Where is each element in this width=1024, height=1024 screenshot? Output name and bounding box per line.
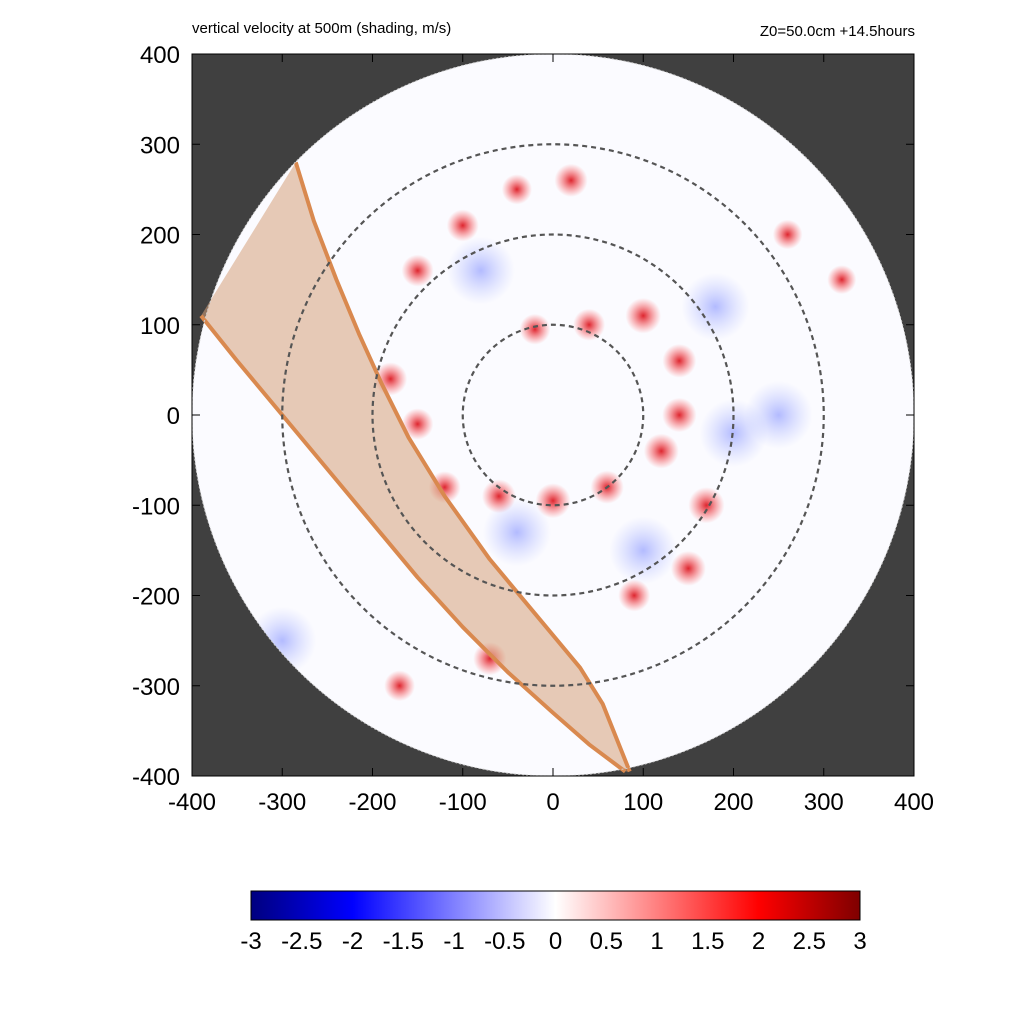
swath-edge-left (199, 314, 627, 774)
updraft-patch (401, 254, 434, 287)
colorbar-tick-label: 2.5 (793, 928, 826, 955)
colorbar-tick-label: 1.5 (691, 928, 724, 955)
colorbar-tick-label: 0 (549, 928, 562, 955)
colorbar-tick-label: -2 (342, 928, 363, 955)
x-tick-label: -200 (348, 789, 396, 816)
x-tick-label: 200 (713, 789, 753, 816)
colorbar-ticks: -3 -2.5 -2 -1.5 -1 -0.5 0 0.5 1 1.5 2 2.5 3 (240, 928, 866, 955)
colorbar-tick-label: 2 (752, 928, 765, 955)
updraft-patch (481, 479, 516, 514)
colorbar-tick-label: -1.5 (383, 928, 424, 955)
colorbar-tick-label: 3 (853, 928, 866, 955)
x-tick-label: 300 (804, 789, 844, 816)
x-tick-label: -100 (439, 789, 487, 816)
colorbar-tick-label: 1 (650, 928, 663, 955)
y-axis: 400 300 200 100 0 -100 -200 -300 -400 (132, 42, 914, 791)
colorbar-tick-label: 0.5 (590, 928, 623, 955)
x-tick-label: 0 (546, 789, 559, 816)
x-tick-label: 100 (623, 789, 663, 816)
updraft-patch (535, 483, 571, 519)
radius-ring (461, 323, 645, 507)
downdraft-patch (681, 272, 750, 341)
chart-title: vertical velocity at 500m (shading, m/s) (192, 20, 451, 37)
downdraft-patch (609, 516, 678, 585)
downdraft-patch (446, 236, 515, 305)
y-tick-label: -100 (132, 493, 180, 520)
y-tick-label: -200 (132, 584, 180, 611)
updraft-patch (501, 174, 532, 205)
updraft-patch (401, 408, 434, 440)
updraft-patch (573, 308, 606, 341)
x-tick-label: -300 (258, 789, 306, 816)
colorbar-tick-label: -0.5 (484, 928, 525, 955)
updraft-patch (618, 579, 651, 612)
updraft-patch (827, 265, 857, 295)
radius-ring (281, 143, 825, 687)
updraft-patch (643, 433, 679, 469)
updraft-patch (670, 550, 706, 586)
swath-edge-right (293, 161, 632, 773)
y-tick-label: -300 (132, 674, 180, 701)
model-domain (192, 54, 914, 776)
downdraft-patch (744, 381, 813, 449)
updraft-patch (662, 343, 697, 378)
updraft-patch (384, 670, 415, 702)
y-tick-label: 100 (140, 313, 180, 340)
swath-fill (201, 162, 630, 772)
updraft-patch (662, 397, 697, 433)
updraft-patch (446, 209, 479, 242)
updraft-patch (772, 219, 803, 250)
x-tick-label: -400 (168, 789, 216, 816)
x-axis: -400 -300 -200 -100 0 100 200 300 400 (168, 54, 934, 816)
downdraft-patch (482, 498, 551, 567)
updraft-patch (519, 313, 551, 345)
y-tick-label: -400 (132, 764, 180, 791)
vertical-velocity-field (248, 163, 857, 702)
colorbar (250, 890, 861, 921)
colorbar-tick-label: -3 (240, 928, 261, 955)
radius-ring (371, 233, 735, 597)
y-tick-label: 0 (167, 403, 180, 430)
y-tick-label: 300 (140, 132, 180, 159)
updraft-patch (688, 487, 725, 524)
y-tick-label: 200 (140, 223, 180, 250)
chart-subtitle: Z0=50.0cm +14.5hours (760, 23, 915, 40)
y-tick-label: 400 (140, 42, 180, 69)
x-tick-label: 400 (894, 789, 934, 816)
damage-swath (199, 161, 632, 774)
updraft-patch (625, 297, 662, 334)
colorbar-tick-label: -1 (443, 928, 464, 955)
colorbar-tick-label: -2.5 (281, 928, 322, 955)
updraft-patch (554, 163, 588, 197)
